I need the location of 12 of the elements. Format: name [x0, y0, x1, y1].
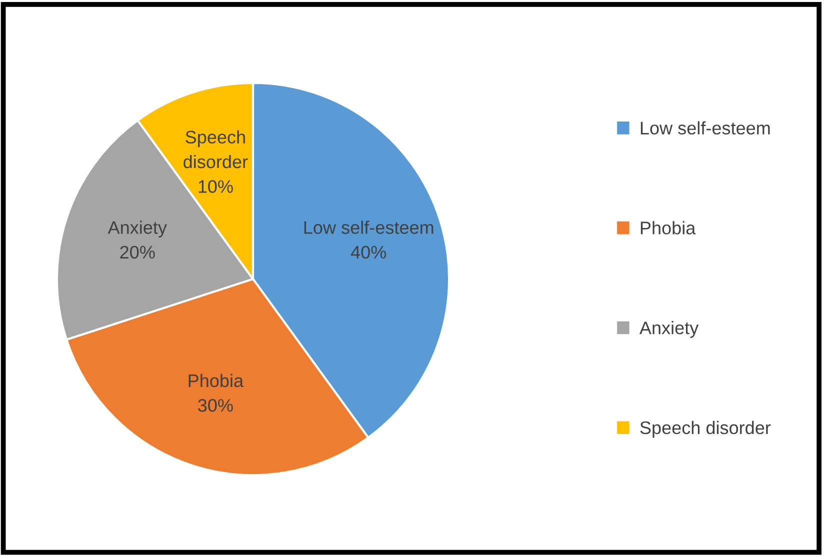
- legend-label: Anxiety: [639, 321, 699, 338]
- legend-label: Phobia: [640, 221, 696, 234]
- data-label: 10%: [198, 180, 233, 193]
- legend-label: Low self-esteem: [640, 121, 770, 135]
- legend-label: Speech disorder: [640, 420, 771, 438]
- data-label: 30%: [198, 399, 233, 412]
- slice-label: Speech disorder: [184, 130, 248, 168]
- data-label: 40%: [350, 246, 386, 259]
- data-label: 20%: [120, 246, 155, 259]
- slice-label: Low self-esteem: [304, 220, 434, 234]
- slice-label: Phobia: [188, 374, 244, 388]
- slice-label: Anxiety: [108, 220, 167, 238]
